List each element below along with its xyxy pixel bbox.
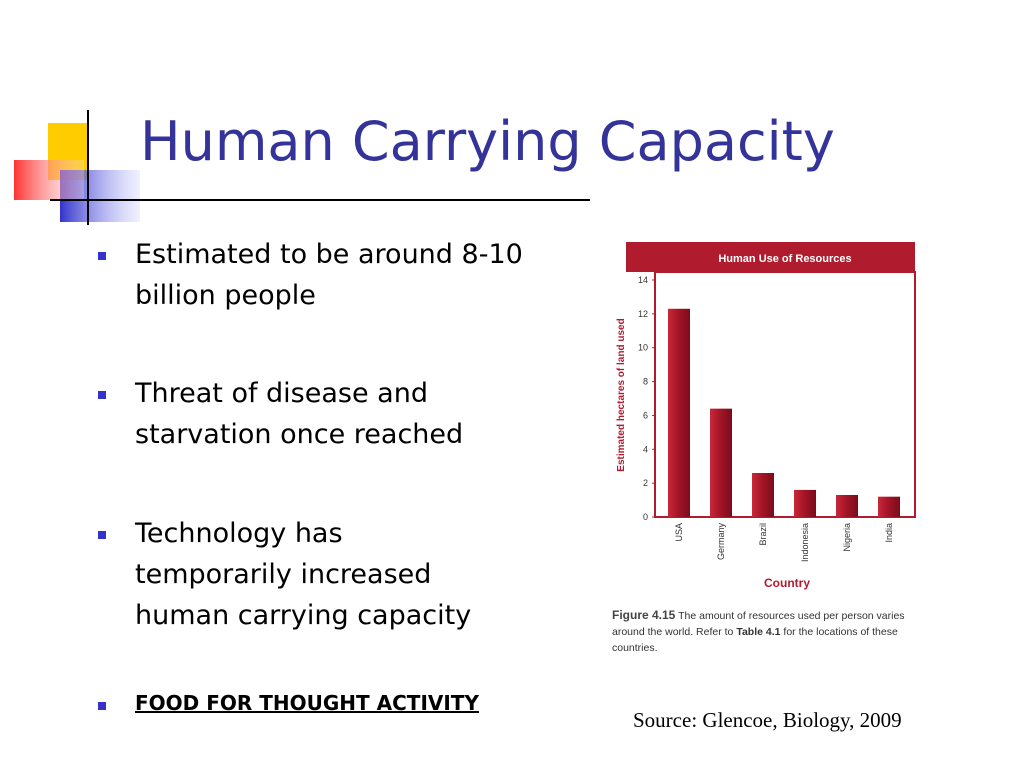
caption-text: The amount of resources used per person … xyxy=(612,610,905,638)
chart-title: Human Use of Resources xyxy=(718,253,851,265)
y-tick-label: 12 xyxy=(638,309,648,319)
bullet: Technology has temporarily increased hum… xyxy=(135,518,472,631)
bar xyxy=(668,308,690,517)
slide-title: Human Carrying Capacity xyxy=(140,110,835,173)
y-tick-label: 4 xyxy=(643,444,648,454)
x-tick-label: USA xyxy=(674,523,684,542)
bullet-marker xyxy=(98,531,106,539)
y-tick-label: 14 xyxy=(638,275,648,285)
x-tick-label: Indonesia xyxy=(800,523,810,562)
bar xyxy=(710,408,732,517)
bar xyxy=(752,472,774,517)
x-tick-label: Nigeria xyxy=(842,523,852,552)
bullet-marker xyxy=(98,252,106,260)
source: Source: Glencoe, Biology, 2009 xyxy=(633,708,902,732)
bar xyxy=(878,496,900,517)
bar xyxy=(836,494,858,517)
caption-table: Table 4.1 xyxy=(736,626,781,638)
bullet: Threat of disease and starvation once re… xyxy=(135,378,464,450)
deco-red xyxy=(14,160,84,200)
plot-frame xyxy=(654,271,916,518)
y-tick-label: 10 xyxy=(638,343,648,353)
x-axis-label: Country xyxy=(764,576,810,590)
bullet-marker xyxy=(98,702,106,710)
chart-title-bar xyxy=(626,242,915,272)
y-tick-label: 8 xyxy=(643,377,648,387)
figure-number: Figure 4.15 xyxy=(612,608,676,622)
y-tick-label: 0 xyxy=(643,512,648,522)
y-tick-label: 2 xyxy=(643,478,648,488)
x-tick-label: India xyxy=(884,523,894,543)
caption-text: for the locations of these countries. xyxy=(612,626,898,654)
activity-link[interactable]: FOOD FOR THOUGHT ACTIVITY xyxy=(135,691,479,715)
y-tick-label: 6 xyxy=(643,410,648,420)
chart: Human Use of Resources Estimated hectare… xyxy=(616,242,916,590)
bullet-marker xyxy=(98,391,106,399)
x-tick-label: Brazil xyxy=(758,523,768,546)
y-axis-label: Estimated hectares of land used xyxy=(616,318,627,471)
x-tick-label: Germany xyxy=(716,523,726,561)
bullet: Estimated to be around 8-10 billion peop… xyxy=(135,239,523,311)
figure-caption: Figure 4.15 The amount of resources used… xyxy=(612,607,922,656)
bar xyxy=(794,489,816,517)
